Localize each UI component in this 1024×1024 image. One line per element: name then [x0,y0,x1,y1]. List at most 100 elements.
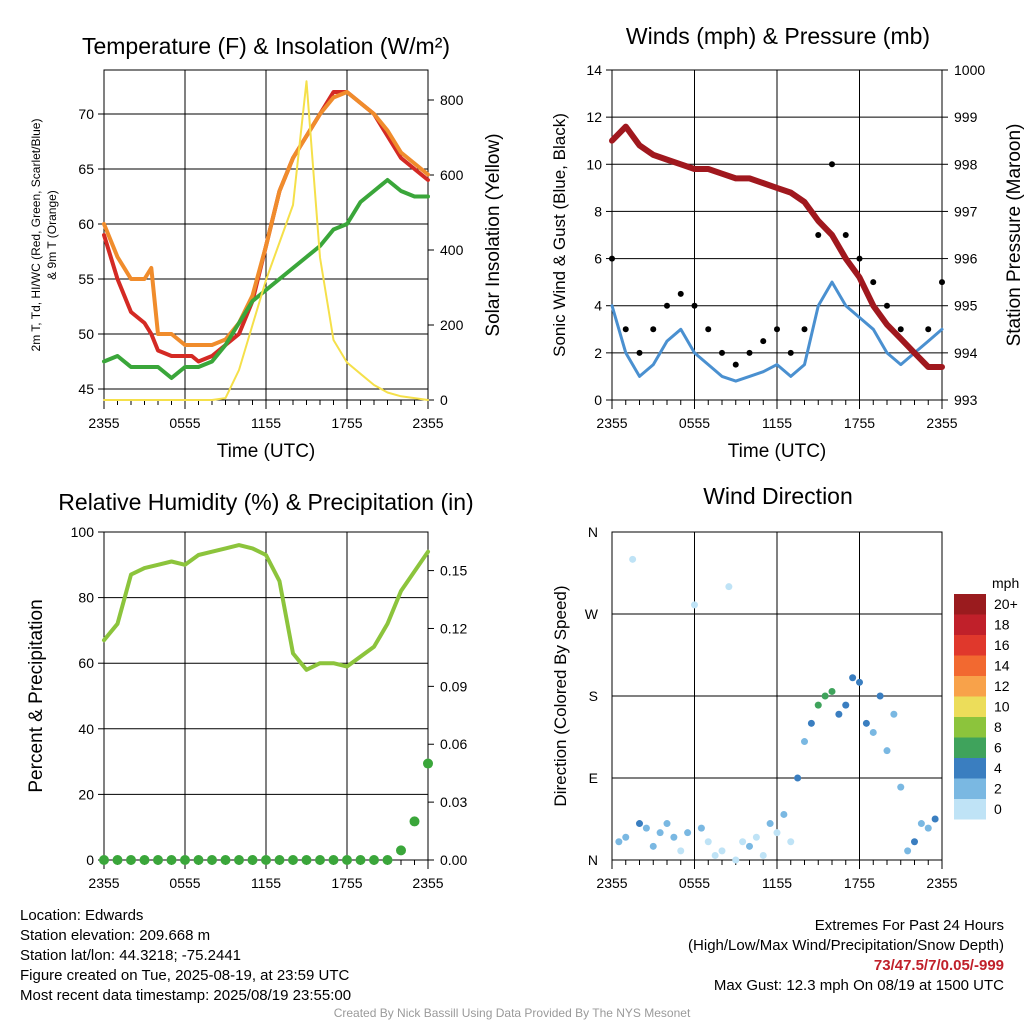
gust-point [829,161,835,168]
y2-tick-label: 0.00 [440,852,467,868]
direction-point [656,829,664,837]
extremes-subtitle: (High/Low/Max Wind/Precipitation/Snow De… [688,937,1004,954]
y-tick-label: 60 [78,655,94,671]
direction-point [697,824,705,832]
y-tick-label: 8 [594,203,602,219]
gust-point [732,361,739,368]
direction-point [869,728,877,736]
legend-label: 10 [994,699,1010,715]
precip-point [112,855,123,865]
series-line-2 [102,178,430,380]
precip-point [342,855,352,865]
direction-point [677,847,685,855]
y-axis-label-2: & 9m T (Orange) [45,190,59,280]
precip-point [409,816,420,827]
direction-point [718,847,726,855]
direction-point [883,747,891,755]
y2-tick-label: 0.15 [440,563,467,579]
direction-point [862,719,870,727]
direction-point [794,774,802,782]
recent-text: Most recent data timestamp: 2025/08/19 2… [20,987,352,1004]
extremes-box: Extremes For Past 24 Hours (High/Low/Max… [688,916,1004,996]
y-tick-label: 40 [78,721,94,737]
direction-point [622,833,630,841]
y-axis-label: Percent & Precipitation [26,599,47,792]
legend-label: 6 [994,740,1002,756]
y2-tick-label: 995 [954,298,978,314]
y2-tick-label: 600 [440,167,464,183]
x-tick-label: 2355 [926,415,957,431]
gust-point [801,326,808,333]
gust-point [719,349,725,356]
x-tick-label: 2355 [926,875,957,891]
y2-tick-label: 1000 [954,62,985,78]
y-tick-label: 20 [78,786,94,802]
direction-point [931,815,939,823]
legend-label: 4 [994,760,1002,776]
precip-point [166,855,177,865]
direction-point [787,838,795,846]
gust-point [842,232,849,238]
max-gust-text: Max Gust: 12.3 mph On 08/19 at 1500 UTC [713,977,1004,994]
precip-point [274,855,285,865]
series-line-1 [102,90,430,347]
precip-point [139,855,150,865]
extremes-title: Extremes For Past 24 Hours [814,917,1004,934]
direction-point [752,833,760,841]
x-tick-label: 0555 [679,415,710,431]
precip-point [301,855,312,865]
y2-axis-label: Solar Insolation (Yellow) [483,133,504,336]
gust-point [856,255,863,262]
x-tick-label: 0555 [169,415,200,431]
direction-point [849,674,857,682]
rh-line [102,543,430,672]
y-tick-label: 80 [78,590,94,606]
direction-point [807,719,815,727]
direction-point [924,824,932,832]
gust-point [664,302,670,309]
y-tick-label: 2 [594,345,602,361]
direction-point [917,820,925,828]
direction-point [780,810,788,818]
x-tick-label: 1755 [331,875,362,891]
y2-tick-label: 0.09 [440,678,467,694]
legend-label: 18 [994,617,1010,633]
x-tick-label: 2355 [88,415,119,431]
direction-point [629,555,637,563]
y2-tick-label: 0.03 [440,794,467,810]
x-tick-label: 1155 [762,875,792,891]
precip-point [180,855,190,865]
chart-title: Wind Direction [703,483,853,509]
precip-point [355,855,366,865]
x-tick-label: 2355 [88,875,119,891]
latlon-text: Station lat/lon: 44.3218; -75.2441 [20,947,242,964]
y2-tick-label: 0 [440,392,448,408]
x-tick-label: 1155 [762,415,792,431]
x-tick-label: 1755 [331,415,362,431]
direction-point [759,851,767,859]
location-text: Location: Edwards [20,907,144,924]
precip-point [382,855,393,865]
direction-point [842,701,850,709]
legend-swatch [954,635,986,656]
y-tick-label: 4 [594,298,602,314]
direction-point [911,838,918,846]
y2-tick-label: 998 [954,156,978,172]
x-tick-label: 0555 [679,875,710,891]
legend-label: 2 [994,781,1002,797]
precip-point [99,855,109,865]
y-axis-label-1: 2m T, Td, HI/WC (Red, Green, Scarlet/Blu… [29,119,43,352]
direction-point [766,820,774,828]
y-tick-label: N [588,524,598,540]
sustained-wind-line [610,280,944,383]
gust-point [925,326,932,333]
direction-point [615,838,623,846]
precip-point [247,855,258,865]
x-tick-label: 1155 [251,415,281,431]
legend-swatch [954,676,986,697]
direction-point [904,847,912,855]
direction-point [773,829,781,837]
gust-point [787,349,794,356]
gust-point [774,326,780,333]
y-axis-label: Direction (Colored By Speed) [551,585,570,806]
